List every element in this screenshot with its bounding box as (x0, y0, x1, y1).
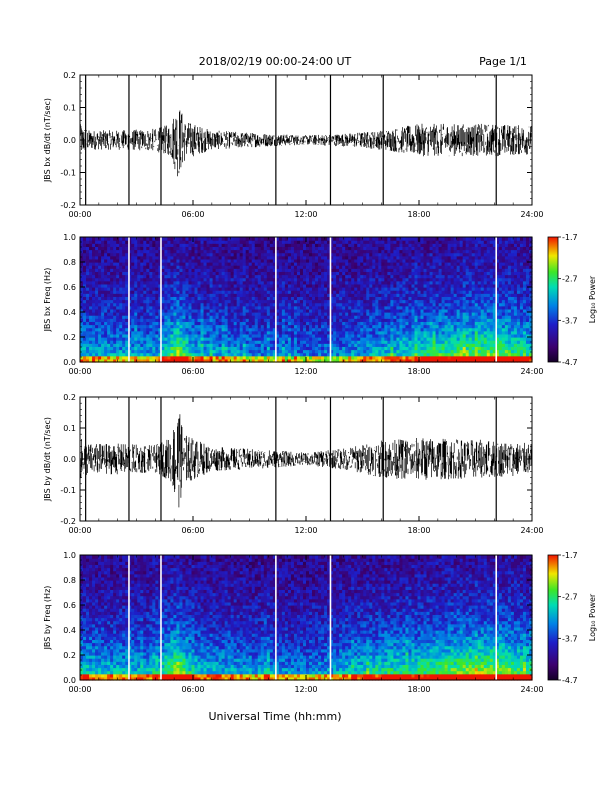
spectrogram-cells (80, 237, 533, 363)
panel-3: 0.2 0.1 0.0 -0.1 -0.200:00 06:00 12:00 18:00 24:… (43, 393, 544, 535)
colorbar-tick-label: -1.7 (562, 551, 578, 560)
page-title: 2018/02/19 00:00-24:00 UT (199, 55, 352, 68)
colorbar-tick-label: -4.7 (562, 358, 578, 367)
colorbar-tick-label: -3.7 (562, 634, 578, 643)
x-tick-label: 24:00 (520, 526, 543, 535)
spectrogram-cells (80, 555, 533, 681)
y-tick-label: 0.2 (63, 393, 76, 402)
y-tick-label: -0.2 (60, 517, 76, 526)
x-tick-label: 00:00 (68, 526, 91, 535)
signal-trace (80, 414, 532, 507)
x-tick-label: 12:00 (294, 685, 317, 694)
y-tick-label: 0.0 (63, 136, 76, 145)
x-tick-label: 00:00 (68, 210, 91, 219)
y-tick-label: 0.1 (63, 104, 76, 113)
x-tick-label: 06:00 (181, 526, 204, 535)
y-tick-label: -0.1 (60, 486, 76, 495)
x-tick-label: 06:00 (181, 367, 204, 376)
y-tick-label: 0.6 (63, 283, 76, 292)
x-tick-label: 18:00 (407, 367, 430, 376)
x-tick-label: 12:00 (294, 367, 317, 376)
y-tick-label: 0.6 (63, 601, 76, 610)
colorbar-tick-label: -4.7 (562, 676, 578, 685)
y-tick-label: 0.8 (63, 258, 76, 267)
colorbar-tick-label: -3.7 (562, 316, 578, 325)
colorbar-label: Log₁₀ Power (588, 593, 597, 641)
x-tick-label: 18:00 (407, 526, 430, 535)
x-tick-label: 18:00 (407, 685, 430, 694)
colorbar-tick-label: -2.7 (562, 275, 578, 284)
y-tick-label: 0.0 (63, 455, 76, 464)
x-tick-label: 24:00 (520, 367, 543, 376)
y-tick-label: 0.8 (63, 576, 76, 585)
y-tick-label: -0.1 (60, 169, 76, 178)
y-axis-label: JBS bx Freq (Hz) (43, 268, 52, 333)
y-axis-label: JBS by Freq (Hz) (43, 586, 52, 651)
y-tick-label: 0.1 (63, 424, 76, 433)
colorbar (548, 237, 558, 362)
colorbar-tick-label: -1.7 (562, 233, 578, 242)
signal-trace (80, 111, 532, 177)
x-tick-label: 18:00 (407, 210, 430, 219)
x-tick-label: 24:00 (520, 210, 543, 219)
y-tick-label: 0.0 (63, 676, 76, 685)
x-tick-label: 00:00 (68, 367, 91, 376)
y-tick-label: -0.2 (60, 201, 76, 210)
y-tick-label: 1.0 (63, 233, 76, 242)
y-tick-label: 0.2 (63, 651, 76, 660)
y-tick-label: 1.0 (63, 551, 76, 560)
x-tick-label: 06:00 (181, 685, 204, 694)
x-tick-label: 12:00 (294, 210, 317, 219)
panel-2: -1.7 -2.7 -3.7 -4.7 Log₁₀ Power 1.0 0.8 0.6 0.4 0… (43, 233, 597, 376)
y-tick-label: 0.4 (63, 626, 76, 635)
x-tick-label: 06:00 (181, 210, 204, 219)
x-tick-label: 24:00 (520, 685, 543, 694)
x-tick-label: 12:00 (294, 526, 317, 535)
y-tick-label: 0.0 (63, 358, 76, 367)
panel-4: -1.7 -2.7 -3.7 -4.7 Log₁₀ Power 1.0 0.8 0.6 0.4 0… (43, 551, 597, 694)
x-axis-title: Universal Time (hh:mm) (209, 710, 342, 723)
y-tick-label: 0.2 (63, 333, 76, 342)
panel-1: 0.2 0.1 0.0 -0.1 -0.200:00 06:00 12:00 18:00 24:… (43, 71, 544, 219)
page-number: Page 1/1 (479, 55, 527, 68)
colorbar-label: Log₁₀ Power (588, 275, 597, 323)
colorbar-tick-label: -2.7 (562, 593, 578, 602)
y-axis-label: JBS by dB/dt (nT/sec) (43, 417, 52, 502)
colorbar (548, 555, 558, 680)
x-tick-label: 00:00 (68, 685, 91, 694)
y-axis-label: JBS bx dB/dt (nT/sec) (43, 98, 52, 183)
y-tick-label: 0.2 (63, 71, 76, 80)
y-tick-label: 0.4 (63, 308, 76, 317)
